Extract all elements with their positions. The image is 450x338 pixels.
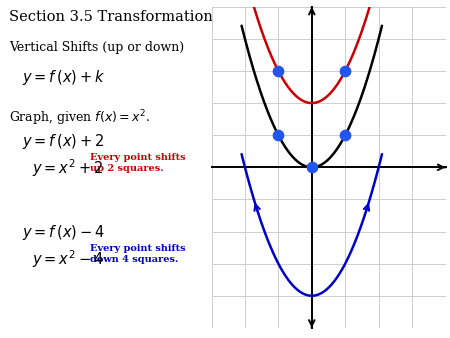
Point (308, 165, 315, 170)
Point (275, 68, 282, 74)
Text: Vertical Shifts (up or down): Vertical Shifts (up or down) (9, 41, 184, 53)
Point (342, 68, 349, 74)
Point (342, 132, 349, 138)
Text: $y = f\,(x)-4$: $y = f\,(x)-4$ (22, 223, 105, 242)
Point (275, 132, 282, 138)
Text: $y = x^2+2$: $y = x^2+2$ (32, 157, 103, 179)
Text: Graph, given $f(x) = x^2$.: Graph, given $f(x) = x^2$. (9, 108, 150, 128)
Text: Section 3.5 Transformations: Section 3.5 Transformations (9, 10, 220, 24)
Text: $y = f\,(x)+k$: $y = f\,(x)+k$ (22, 68, 106, 87)
Text: $y = f\,(x)+2$: $y = f\,(x)+2$ (22, 132, 105, 151)
Text: Every point shifts
up 2 squares.: Every point shifts up 2 squares. (90, 153, 185, 173)
Text: Every point shifts
down 4 squares.: Every point shifts down 4 squares. (90, 244, 185, 264)
Text: $y = x^2-4$: $y = x^2-4$ (32, 248, 103, 270)
